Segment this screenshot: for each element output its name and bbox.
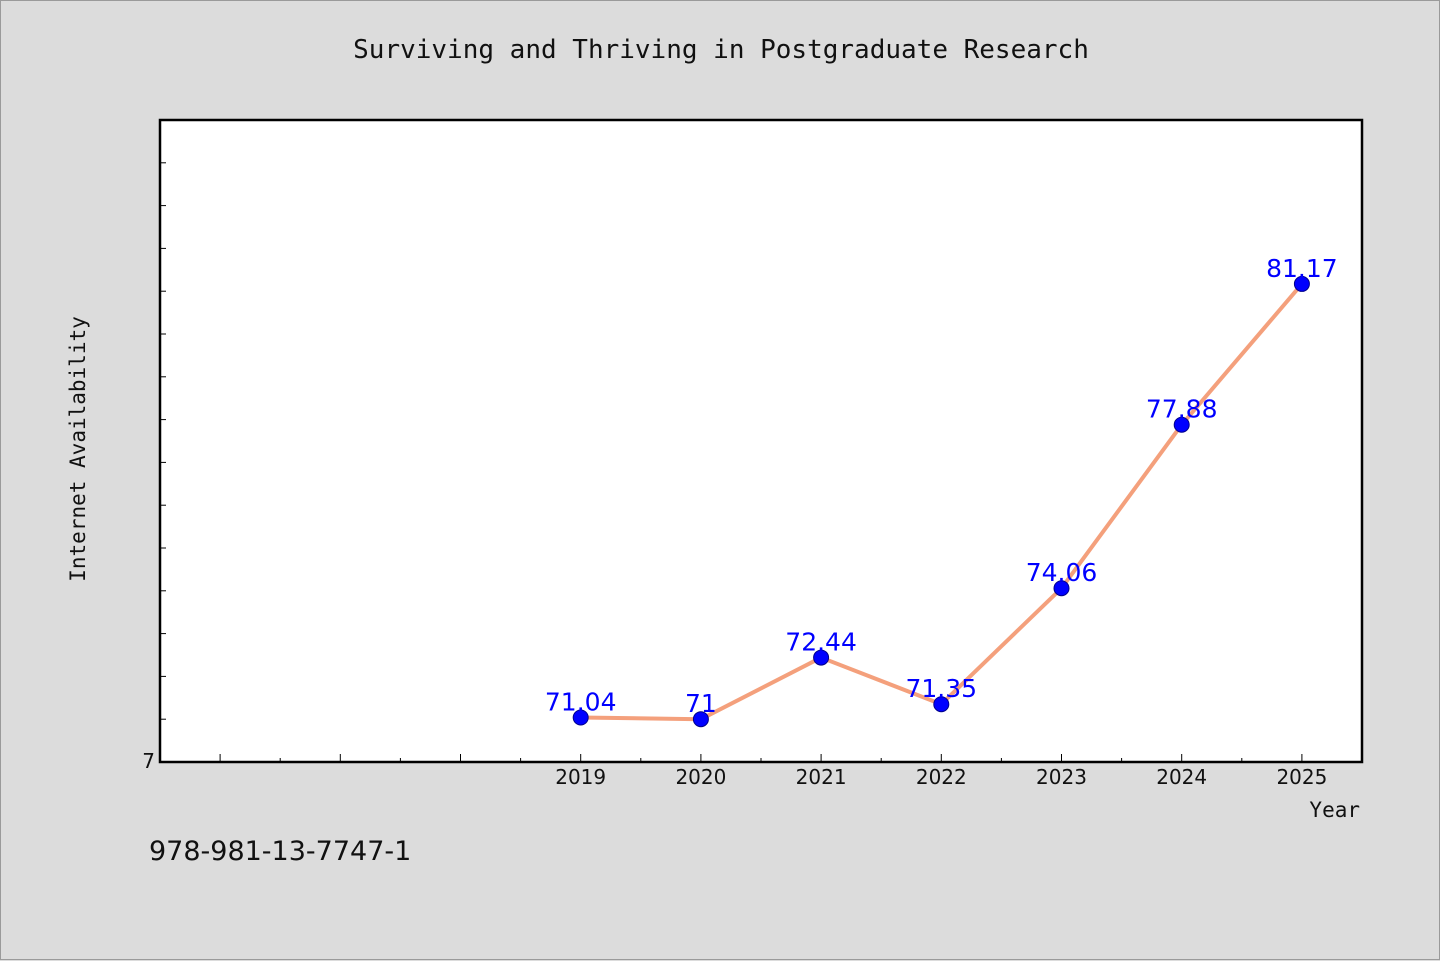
y-tick-label: 7: [142, 749, 155, 773]
x-axis-label: Year: [1309, 798, 1360, 822]
x-tick-label: 2023: [1036, 765, 1087, 789]
x-tick-label: 2021: [796, 765, 847, 789]
x-axis-ticks: 2019 2020 2021 2022 2023 2024 2025: [219, 754, 1327, 789]
x-tick-label: 2025: [1276, 765, 1327, 789]
y-axis-ticks: [160, 162, 166, 720]
data-point: [572, 709, 589, 726]
data-label: 74.06: [1026, 558, 1098, 587]
data-label: 77.88: [1146, 395, 1218, 424]
x-tick-label: 2022: [916, 765, 967, 789]
x-tick-label: 2019: [555, 765, 606, 789]
chart-title: Surviving and Thriving in Postgraduate R…: [353, 35, 1089, 65]
data-label: 71.35: [906, 674, 978, 703]
x-tick-label: 2020: [675, 765, 726, 789]
data-label: 72.44: [785, 628, 857, 657]
plot-area: [158, 118, 1364, 764]
y-axis-label: Internet Availability: [66, 316, 90, 582]
data-point: [813, 649, 830, 666]
x-tick-label: 2024: [1156, 765, 1207, 789]
isbn-text: 978-981-13-7747-1: [149, 836, 412, 867]
data-point: [1053, 580, 1070, 597]
data-point: [692, 711, 709, 728]
data-point: [1173, 416, 1190, 433]
series-group: 71.04 71 72.44 71.35 74.06 77.88 81.17: [545, 254, 1338, 728]
data-label: 81.17: [1266, 254, 1338, 283]
data-point: [933, 696, 950, 713]
data-point: [1293, 275, 1310, 292]
data-label: 71: [685, 689, 717, 718]
data-label: 71.04: [545, 687, 617, 716]
